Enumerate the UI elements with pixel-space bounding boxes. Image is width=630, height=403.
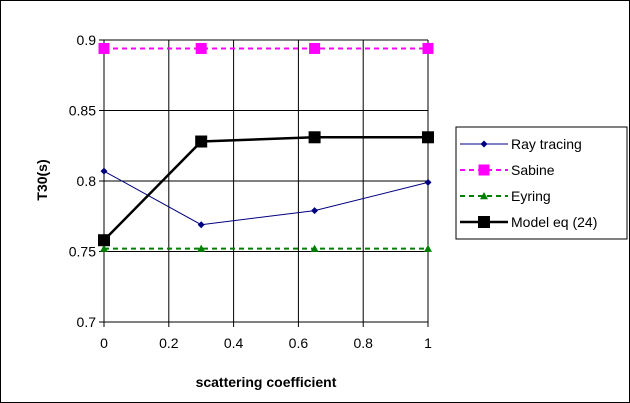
data-point-ray-tracing — [311, 207, 319, 215]
data-point-model-eq-24 — [422, 131, 434, 144]
data-point-eyring — [424, 244, 432, 252]
x-tick-label: 0.2 — [159, 335, 179, 351]
data-point-ray-tracing — [424, 178, 432, 186]
data-point-model-eq-24 — [98, 234, 110, 247]
data-point-sabine — [98, 42, 110, 54]
series-line-ray-tracing — [103, 170, 429, 226]
gridlines — [103, 39, 429, 323]
data-point-model-eq-24 — [308, 131, 321, 144]
x-axis-label: scattering coefficient — [196, 374, 337, 390]
legend-marker — [480, 140, 488, 148]
legend-entry-ray-tracing: Ray tracing — [460, 136, 582, 152]
legend: Ray tracing Sabine Eyring Model eq (24) — [455, 126, 628, 240]
legend-marker — [480, 192, 488, 200]
data-point-eyring — [310, 244, 319, 252]
data-point-ray-tracing — [100, 167, 108, 175]
x-tick-label: 0.8 — [353, 335, 373, 351]
y-tick-label: 0.85 — [69, 103, 96, 119]
legend-marker — [478, 164, 490, 176]
x-tick-label: 1 — [424, 335, 432, 351]
data-point-sabine — [422, 42, 434, 54]
legend-label: Model eq (24) — [511, 214, 597, 230]
y-tick-label: 0.7 — [77, 314, 97, 330]
legend-entry-model-eq-24: Model eq (24) — [460, 214, 597, 230]
legend-entry-sabine: Sabine — [460, 162, 555, 178]
y-tick-label: 0.9 — [77, 32, 97, 48]
legend-label: Ray tracing — [511, 136, 582, 152]
series-layer — [98, 42, 434, 252]
y-axis-label: T30(s) — [34, 159, 50, 200]
series-ray-tracing — [100, 167, 432, 229]
data-point-eyring — [197, 244, 206, 252]
axes: 0.7 0.75 0.8 0.85 0.9 0 0.2 0.4 0.6 0.8 1 — [69, 32, 432, 351]
series-line-model-eq-24 — [103, 136, 428, 242]
data-point-model-eq-24 — [195, 135, 208, 148]
legend-label: Sabine — [511, 162, 555, 178]
y-tick-label: 0.8 — [77, 173, 97, 189]
series-model-eq-24 — [98, 131, 434, 247]
series-eyring — [100, 244, 432, 252]
x-tick-label: 0.4 — [224, 335, 244, 351]
legend-marker — [478, 216, 490, 228]
data-point-sabine — [195, 42, 207, 54]
x-tick-label: 0.6 — [289, 335, 309, 351]
data-point-sabine — [309, 42, 321, 54]
data-point-ray-tracing — [197, 221, 205, 229]
series-sabine — [98, 42, 434, 54]
x-tick-label: 0 — [100, 335, 108, 351]
data-point-eyring — [100, 244, 108, 252]
y-tick-label: 0.75 — [69, 244, 96, 260]
legend-label: Eyring — [511, 188, 551, 204]
legend-entry-eyring: Eyring — [460, 188, 551, 204]
